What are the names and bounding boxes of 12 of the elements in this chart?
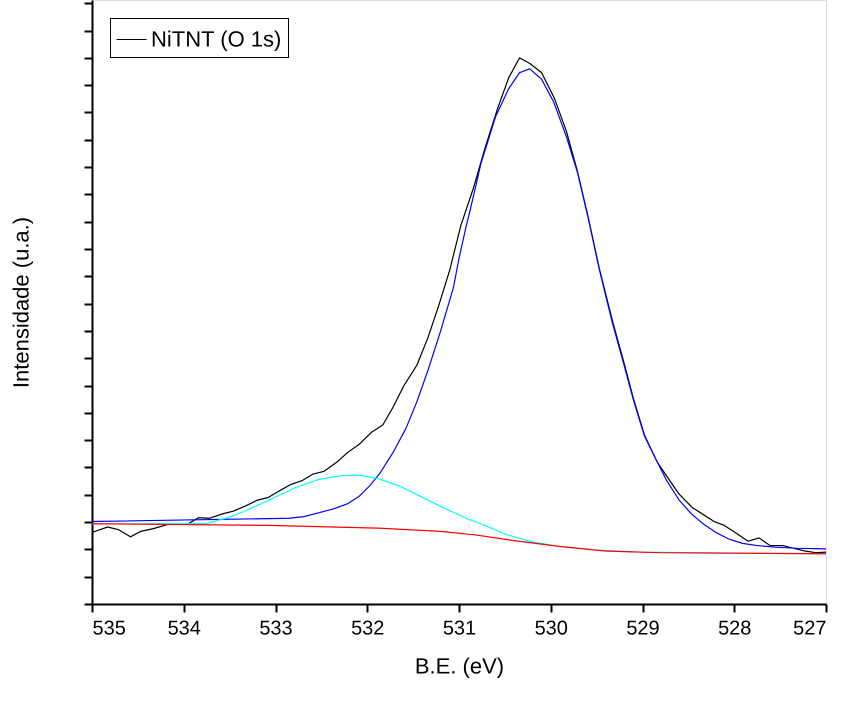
x-tick-label: 532 bbox=[351, 618, 384, 640]
x-tick-label: 528 bbox=[718, 618, 752, 640]
x-tick-label: 533 bbox=[259, 618, 293, 640]
x-tick-label: 529 bbox=[626, 618, 660, 640]
x-axis-title: B.E. (eV) bbox=[414, 654, 504, 678]
legend-label: NiTNT (O 1s) bbox=[151, 26, 282, 52]
x-tick-label: 531 bbox=[442, 618, 476, 640]
x-tick-label: 534 bbox=[168, 618, 201, 640]
x-tick-label: 535 bbox=[92, 618, 126, 640]
x-tick-label: 530 bbox=[534, 618, 568, 640]
y-axis-title: Intensidade (u.a.) bbox=[8, 216, 34, 388]
x-tick-label: 527 bbox=[793, 618, 826, 640]
